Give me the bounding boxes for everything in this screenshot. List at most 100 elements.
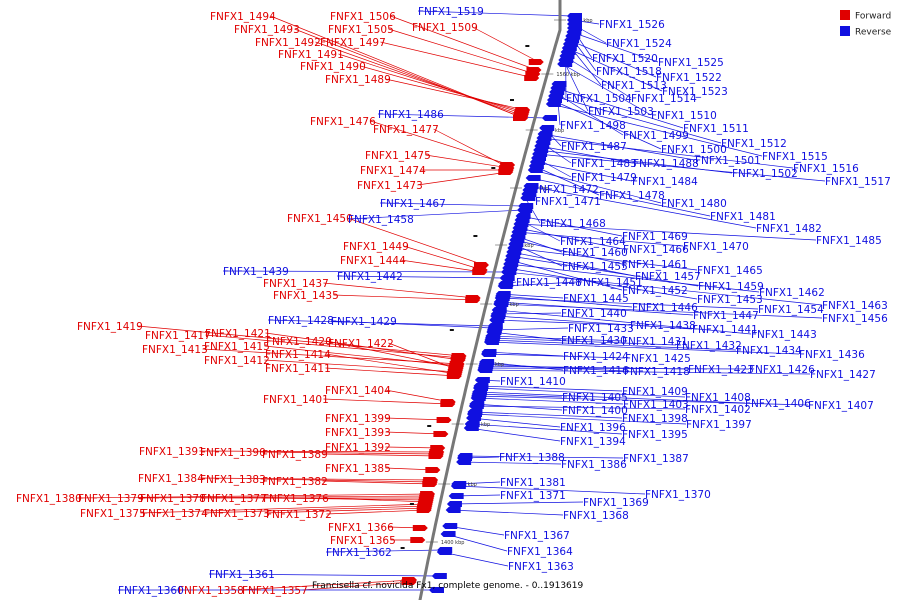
gene-label-reverse: FNFX1_1472 bbox=[533, 184, 599, 196]
gene-label-reverse: FNFX1_1464 bbox=[560, 236, 626, 248]
gene-connector bbox=[322, 453, 439, 457]
gene-feature-forward bbox=[428, 453, 444, 459]
gene-connector bbox=[508, 263, 760, 293]
gene-feature-reverse bbox=[429, 587, 445, 593]
gene-label-reverse: FNFX1_1510 bbox=[651, 110, 717, 122]
gene-label-reverse: FNFX1_1499 bbox=[623, 130, 689, 142]
gene-connector bbox=[514, 239, 623, 265]
gene-label-forward: FNFX1_1380 bbox=[16, 493, 82, 505]
gene-label-forward: FNFX1_1435 bbox=[273, 290, 339, 302]
gene-label-reverse: FNFX1_1427 bbox=[810, 369, 876, 381]
gene-connector bbox=[564, 55, 632, 99]
gene-label-forward: FNFX1_1391 bbox=[139, 446, 205, 458]
gene-connector bbox=[137, 325, 462, 357]
gene-label-forward: FNFX1_1419 bbox=[77, 321, 143, 333]
gene-label-forward: FNFX1_1379 bbox=[78, 493, 144, 505]
gene-label-reverse: FNFX1_1431 bbox=[622, 336, 688, 348]
gene-connector bbox=[491, 327, 569, 331]
gene-label-forward: FNFX1_1404 bbox=[325, 385, 391, 397]
gene-connector bbox=[510, 255, 699, 287]
gene-label-forward: FNFX1_1505 bbox=[328, 24, 394, 36]
gene-label-forward: FNFX1_1474 bbox=[360, 165, 426, 177]
feature-marker bbox=[510, 99, 514, 101]
gene-feature-forward bbox=[472, 269, 488, 275]
gene-feature-forward bbox=[422, 481, 438, 487]
feature-marker bbox=[525, 45, 530, 47]
gene-label-reverse: FNFX1_1518 bbox=[596, 66, 662, 78]
gene-label-forward: FNFX1_1372 bbox=[266, 509, 332, 521]
gene-connector bbox=[208, 573, 437, 577]
gene-connector bbox=[525, 197, 541, 224]
gene-label-reverse: FNFX1_1397 bbox=[686, 419, 752, 431]
gene-connector bbox=[474, 403, 563, 411]
gene-connector bbox=[532, 169, 662, 204]
gene-connector bbox=[494, 319, 631, 326]
gene-label-reverse: FNFX1_1433 bbox=[568, 323, 634, 335]
gene-connector bbox=[496, 309, 752, 335]
gene-label-forward: FNFX1_1390 bbox=[200, 447, 266, 459]
gene-feature-reverse bbox=[463, 425, 479, 431]
gene-label-reverse: FNFX1_1432 bbox=[676, 340, 742, 352]
gene-connector bbox=[140, 503, 428, 514]
gene-label-forward: FNFX1_1506 bbox=[330, 11, 396, 23]
gene-label-reverse: FNFX1_1369 bbox=[583, 497, 649, 509]
gene-connector bbox=[388, 28, 536, 75]
gene-label-forward: FNFX1_1384 bbox=[138, 473, 204, 485]
gene-connector bbox=[468, 427, 561, 442]
legend-label-forward: Forward bbox=[855, 12, 891, 22]
gene-connector bbox=[323, 282, 476, 299]
genome-backbone bbox=[418, 0, 562, 600]
gene-connector bbox=[537, 153, 826, 182]
gene-label-forward: FNFX1_1494 bbox=[210, 11, 276, 23]
feature-marker bbox=[427, 425, 432, 427]
gene-connector bbox=[488, 341, 800, 355]
gene-label-reverse: FNFX1_1526 bbox=[599, 19, 665, 31]
gene-label-reverse: FNFX1_1524 bbox=[606, 38, 672, 50]
gene-label-forward: FNFX1_1382 bbox=[262, 476, 328, 488]
gene-connector bbox=[551, 99, 662, 150]
gene-label-forward: FNFX1_1420 bbox=[266, 336, 332, 348]
gene-connector bbox=[486, 351, 564, 357]
gene-connector bbox=[491, 331, 562, 341]
feature-marker bbox=[409, 503, 414, 505]
feature-marker bbox=[473, 235, 478, 237]
gene-connector bbox=[471, 413, 687, 425]
gene-connector bbox=[541, 137, 794, 169]
gene-label-reverse: FNFX1_1408 bbox=[685, 392, 751, 404]
gene-connector bbox=[441, 551, 509, 567]
gene-connector bbox=[469, 423, 623, 435]
legend-swatch-reverse bbox=[840, 26, 850, 36]
gene-connector bbox=[472, 411, 623, 419]
gene-feature-reverse bbox=[448, 493, 464, 499]
gene-connector bbox=[476, 393, 563, 398]
gene-label-forward: FNFX1_1365 bbox=[330, 535, 396, 547]
gene-feature-reverse bbox=[456, 459, 472, 465]
gene-feature-forward bbox=[446, 373, 462, 379]
gene-connector bbox=[260, 451, 439, 455]
gene-label-reverse: FNFX1_1482 bbox=[756, 223, 822, 235]
gene-label-reverse: FNFX1_1387 bbox=[623, 453, 689, 465]
gene-label-reverse: FNFX1_1504 bbox=[566, 93, 632, 105]
gene-feature-reverse bbox=[491, 307, 507, 313]
gene-label-forward: FNFX1_1417 bbox=[145, 330, 211, 342]
gene-feature-reverse bbox=[545, 101, 561, 107]
strand-legend: Forward Reverse bbox=[840, 10, 892, 38]
gene-connector bbox=[499, 297, 759, 310]
gene-connector bbox=[539, 145, 634, 164]
gene-label-forward: FNFX1_1422 bbox=[328, 338, 394, 350]
gene-label-reverse: FNFX1_1484 bbox=[632, 176, 698, 188]
gene-feature-reverse bbox=[539, 125, 555, 131]
gene-connector bbox=[498, 303, 823, 319]
gene-label-reverse: FNFX1_1515 bbox=[762, 151, 828, 163]
gene-feature-forward bbox=[440, 401, 456, 407]
gene-label-reverse: FNFX1_1483 bbox=[571, 158, 637, 170]
gene-label-reverse: FNFX1_1463 bbox=[822, 300, 888, 312]
gene-connector bbox=[322, 480, 433, 485]
gene-label-reverse: FNFX1_1457 bbox=[635, 271, 701, 283]
gene-connector bbox=[417, 171, 509, 186]
gene-connector bbox=[222, 270, 507, 273]
gene-feature-reverse bbox=[457, 453, 473, 459]
gene-feature-reverse bbox=[471, 393, 487, 399]
gene-connector bbox=[482, 367, 750, 370]
